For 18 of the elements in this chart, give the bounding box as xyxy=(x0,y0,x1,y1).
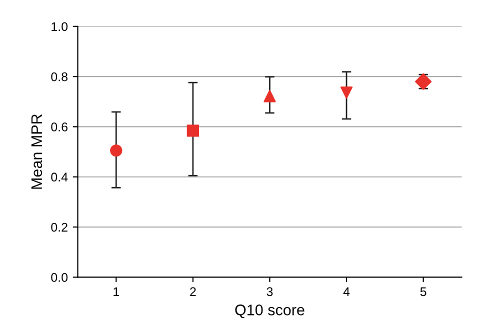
y-tick-label: 0.2 xyxy=(51,222,68,232)
y-tick-label: 1.0 xyxy=(52,22,68,32)
x-tick-label: 5 xyxy=(420,287,426,296)
x-tick-label: 2 xyxy=(190,287,196,296)
point xyxy=(110,144,122,157)
x-axis-title: Q10 score xyxy=(235,304,304,318)
x-tick-label: 3 xyxy=(266,287,273,296)
x-tick-label: 4 xyxy=(343,287,350,296)
point xyxy=(264,90,276,102)
y-tick-label: 0.4 xyxy=(51,172,68,182)
point xyxy=(340,86,353,99)
y-tick-label: 0.6 xyxy=(51,122,68,132)
y-tick-label: 0.0 xyxy=(51,273,68,282)
point xyxy=(415,73,432,90)
point xyxy=(186,124,200,137)
y-tick-label: 0.8 xyxy=(51,72,68,82)
y-axis-title: Mean MPR xyxy=(31,114,42,189)
x-tick-label: 1 xyxy=(114,287,120,296)
